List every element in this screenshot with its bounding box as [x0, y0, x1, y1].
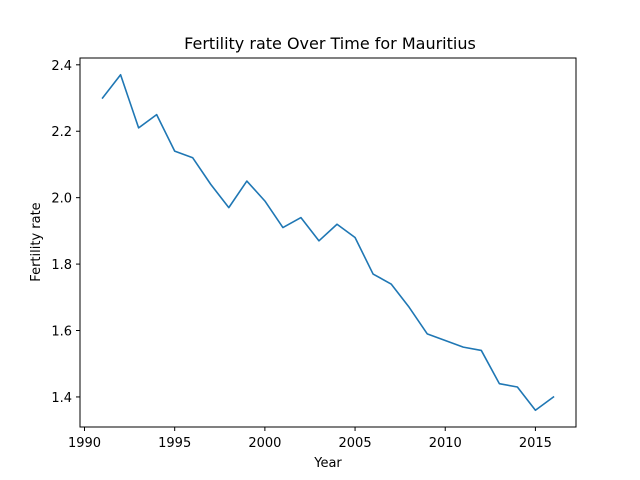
y-tick-label: 1.8 — [51, 258, 72, 273]
y-axis: 1.4 1.6 1.8 2.0 2.2 2.4 — [51, 59, 80, 406]
series-layer — [101, 73, 555, 412]
y-tick-label: 2.0 — [51, 192, 72, 207]
y-axis-label: Fertility rate — [29, 202, 44, 281]
x-tick-label: 1995 — [158, 436, 191, 451]
x-axis: 1990 1995 2000 2005 2010 2015 — [68, 427, 552, 451]
plot-area — [79, 57, 577, 428]
y-tick-label: 1.6 — [51, 325, 72, 340]
x-tick-label: 2000 — [248, 436, 281, 451]
y-tick-label: 2.2 — [51, 125, 72, 140]
x-axis-label: Year — [313, 456, 342, 471]
fertility-rate-line — [101, 73, 555, 412]
chart-title: Fertility rate Over Time for Mauritius — [184, 34, 476, 53]
plot-frame — [79, 57, 577, 428]
x-tick-label: 2005 — [339, 436, 372, 451]
x-tick-label: 2015 — [519, 436, 552, 451]
y-tick-label: 1.4 — [51, 391, 72, 406]
x-tick-label: 1990 — [68, 436, 101, 451]
y-tick-label: 2.4 — [51, 59, 72, 74]
x-tick-label: 2010 — [429, 436, 462, 451]
